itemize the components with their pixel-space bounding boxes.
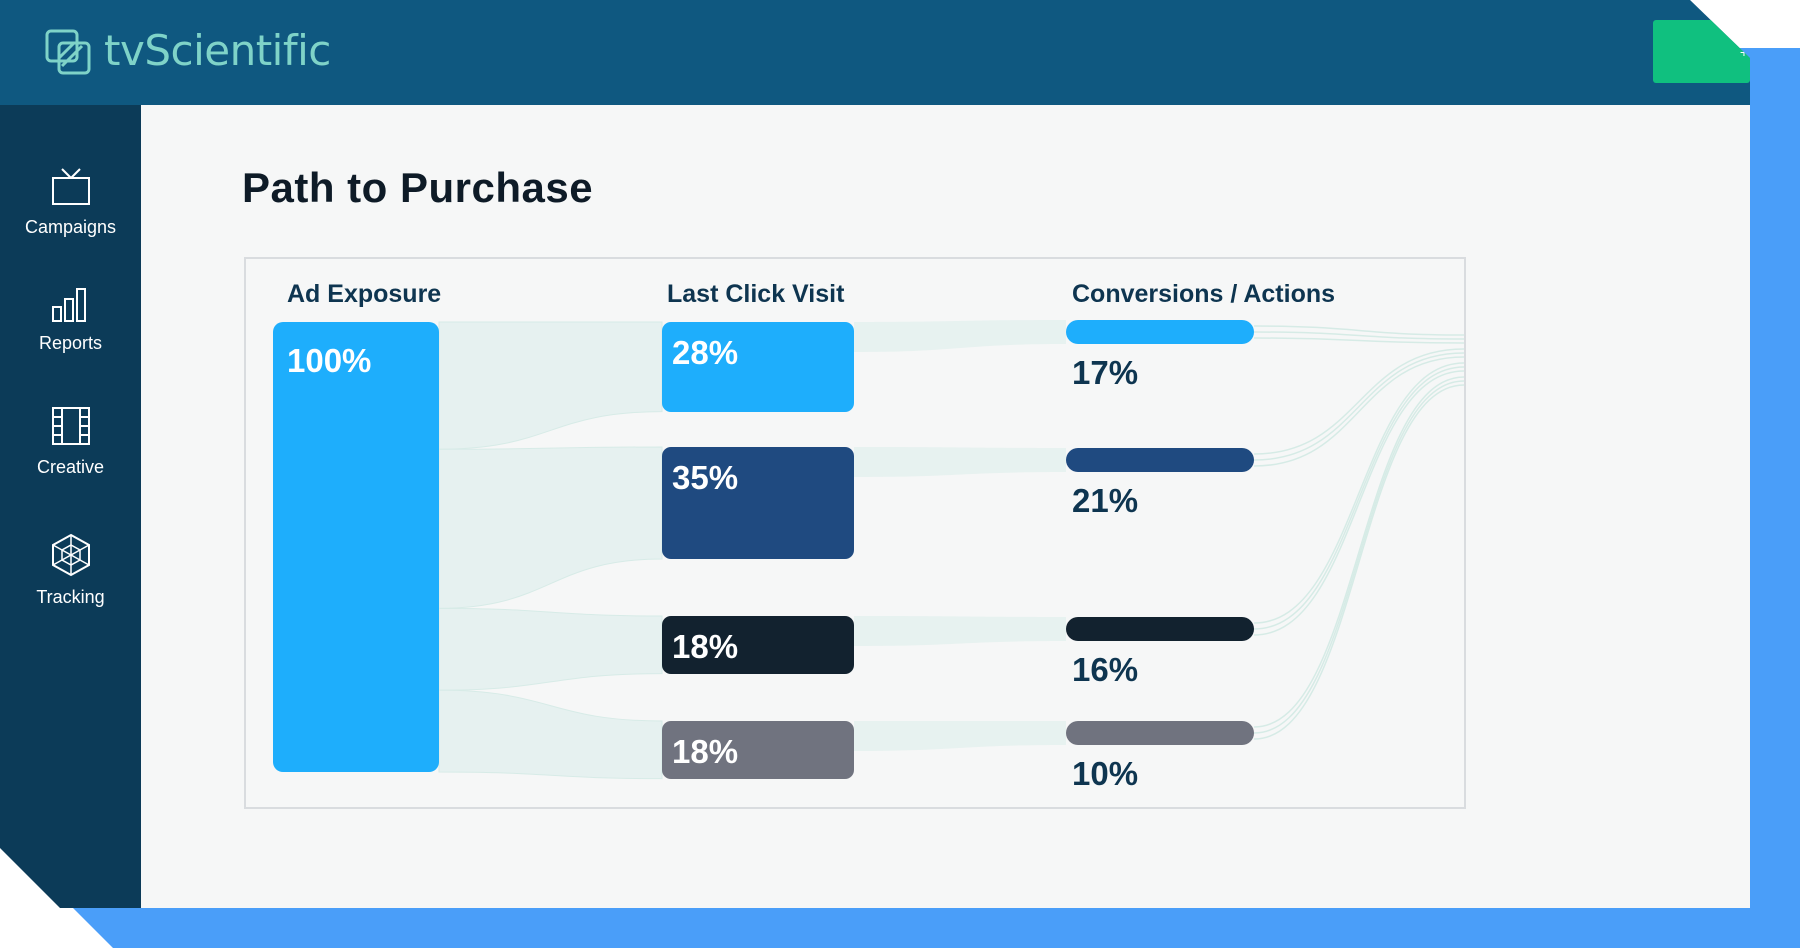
sidebar-item-reports[interactable]: Reports [0,285,141,385]
bar-last-click-visit: 35% [662,447,854,559]
stage-label-ad-exposure: Ad Exposure [287,280,442,308]
conversion-pct-label: 10% [1072,755,1139,792]
sidebar-item-campaigns[interactable]: Campaigns [0,167,141,267]
bar-last-click-visit-label: 18% [672,733,739,770]
bar-last-click-visit: 18% [662,616,854,674]
sidebar-item-label: Reports [38,333,103,353]
top-bar: tvScientific + [0,0,1750,105]
page-title: Path to Purchase [242,164,594,211]
web-icon [51,533,90,577]
sankey-exit-line [1253,362,1465,624]
sankey-exit-line [1253,384,1465,740]
stage-label-last-click-visit: Last Click Visit [667,280,845,308]
bar-conversion [1066,721,1254,745]
bar-last-click-visit-label: 28% [672,334,739,371]
sankey-exit-line [1253,348,1465,455]
sankey-exit-line [1253,331,1465,340]
bar-conversion [1066,617,1254,641]
sidebar: Campaigns Reports Creative [0,105,141,908]
bar-last-click-visit-label: 18% [672,628,739,665]
sankey-exit-line [1253,352,1465,461]
app-window: tvScientific + Campaigns Reports [0,0,1750,908]
logo-text: tvScientific [104,26,331,75]
bar-ad-exposure: 100% [273,322,439,772]
sidebar-item-creative[interactable]: Creative [0,405,141,505]
logo-icon [45,29,91,75]
sidebar-item-label: Tracking [36,587,105,607]
sankey-flow-ad-to-visit [438,446,663,609]
conversion-pct-label: 21% [1072,482,1139,519]
bar-chart-icon [51,288,86,322]
sankey-flow-visit-to-conversion [854,320,1066,352]
sankey-flow-ad-to-visit [438,689,663,780]
sankey-exit-line [1253,376,1465,728]
bar-ad-exposure-label: 100% [287,342,372,379]
sankey-exit-line [1253,356,1465,467]
bar-last-click-visit: 28% [662,322,854,412]
sankey-exit-line [1253,370,1465,636]
sankey-flow-visit-to-conversion [854,616,1066,646]
conversion-pct-label: 16% [1072,651,1139,688]
tv-icon [51,168,90,205]
sidebar-item-tracking[interactable]: Tracking [0,533,141,633]
sankey-flow-ad-to-visit [438,321,663,450]
sankey-flow-visit-to-conversion [854,447,1066,477]
bar-last-click-visit-label: 35% [672,459,739,496]
stage-label-conversions: Conversions / Actions [1072,280,1336,308]
conversion-pct-label: 17% [1072,354,1139,391]
bar-last-click-visit: 18% [662,721,854,779]
sankey-flow-visit-to-conversion [854,721,1066,751]
sankey-exit-line [1253,337,1465,344]
film-icon [51,407,90,445]
sankey-exit-line [1253,366,1465,630]
bar-conversion [1066,448,1254,472]
sankey-exit-line [1253,325,1465,336]
sidebar-item-label: Creative [36,457,105,477]
sankey-flow-ad-to-visit [438,607,663,691]
sidebar-item-label: Campaigns [24,217,117,237]
sankey-exit-line [1253,380,1465,734]
bar-conversion [1066,320,1254,344]
